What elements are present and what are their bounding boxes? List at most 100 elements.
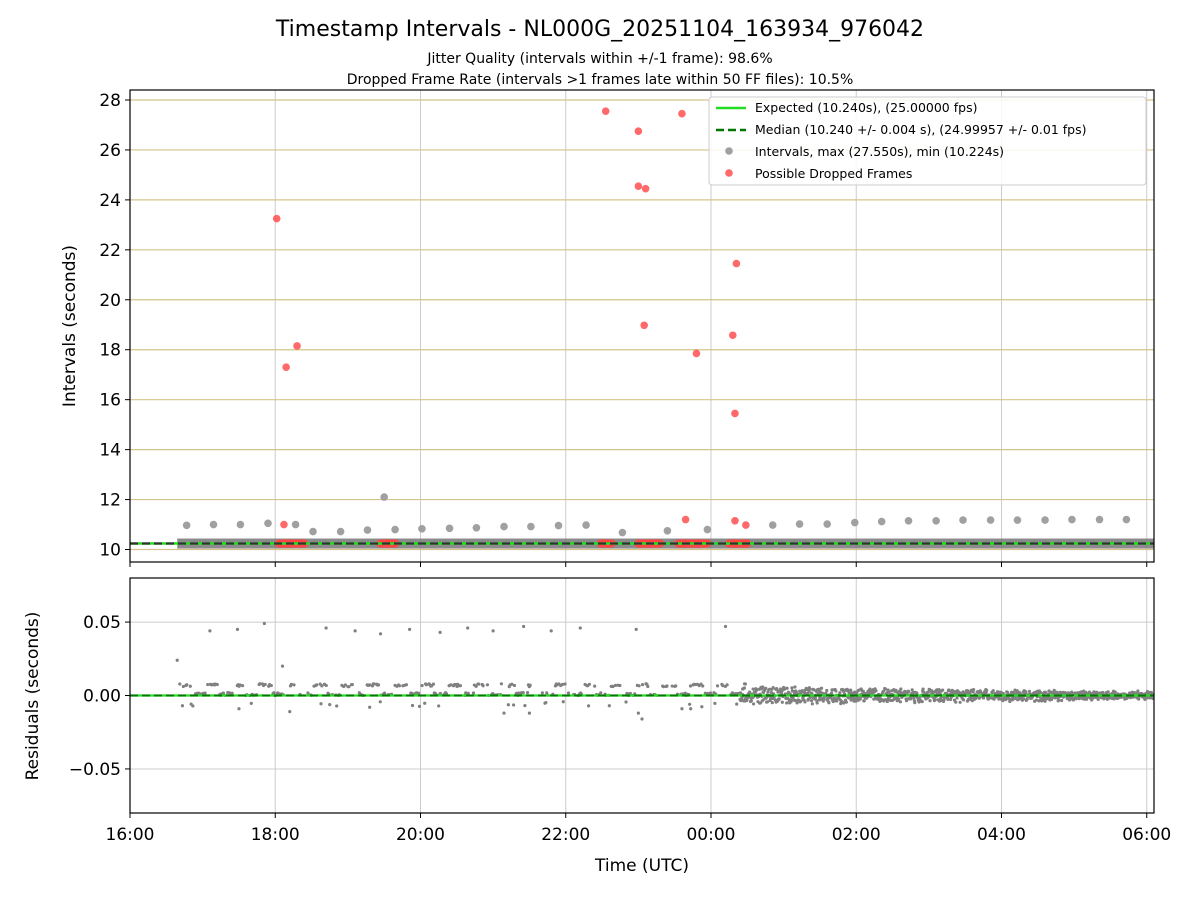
dropped-frame-point (678, 109, 686, 118)
dropped-frame-point (731, 409, 739, 418)
residual-point (738, 691, 743, 695)
dropped-frame-points (272, 107, 750, 529)
dropped-frame-point (601, 107, 610, 116)
residual-point (674, 684, 678, 688)
residual-point (181, 684, 185, 689)
residual-point (372, 682, 376, 686)
residual-point (907, 690, 911, 694)
dropped-frame-point (728, 331, 737, 340)
residual-point (813, 696, 818, 700)
residual-point (661, 685, 666, 689)
residual-point (343, 683, 348, 687)
residual-point (782, 687, 787, 691)
interval-point (850, 518, 859, 527)
residual-point (819, 686, 824, 690)
residual-outlier-point (235, 627, 240, 632)
residual-point (883, 698, 887, 702)
legend-intervals-label: Intervals, max (27.550s), min (10.224s) (755, 144, 1004, 159)
top-x-ticks (129, 562, 1148, 567)
residual-point (715, 684, 720, 688)
xtick-label-4: 00:00 (686, 825, 735, 845)
residual-point (512, 683, 517, 688)
residual-point (1004, 696, 1008, 700)
residual-point (221, 691, 225, 695)
residual-point (899, 687, 903, 691)
residual-point (920, 700, 924, 704)
residual-point (743, 682, 748, 686)
residual-point (700, 705, 704, 709)
residual-point (1005, 690, 1010, 695)
residual-point (347, 685, 351, 689)
residual-point (910, 688, 914, 692)
residual-point (790, 686, 794, 690)
residual-point (506, 703, 510, 707)
residual-point (458, 684, 463, 688)
residual-point (842, 701, 846, 705)
residual-point (815, 701, 819, 705)
residual-outlier-point (175, 658, 179, 662)
residual-point (292, 683, 296, 687)
residual-point (563, 682, 567, 686)
interval-point (904, 516, 913, 525)
residual-point (410, 703, 415, 708)
residual-point (197, 691, 201, 695)
residual-point (799, 699, 803, 703)
dropped-frame-point (634, 182, 643, 190)
residual-point (793, 685, 797, 689)
residual-point (785, 701, 789, 705)
residual-point (818, 689, 822, 694)
residual-point (611, 684, 615, 689)
residual-point (955, 696, 959, 700)
residual-point (688, 684, 693, 688)
top-ytick-label-8: 26 (99, 141, 121, 161)
interval-point (309, 527, 317, 536)
residual-point (928, 699, 932, 703)
residual-point (1136, 689, 1140, 693)
residual-point (809, 699, 814, 703)
residual-point (745, 698, 749, 702)
residual-outlier-point (607, 704, 611, 708)
residual-point (423, 701, 427, 705)
legend: Expected (10.240s), (25.00000 fps) Media… (708, 96, 1147, 186)
legend-dropped-swatch (725, 169, 733, 177)
residual-outlier-point (502, 711, 506, 715)
residual-point (829, 691, 834, 695)
residual-point (350, 682, 354, 687)
residual-points (175, 621, 1154, 721)
residual-point (1101, 691, 1105, 695)
residual-point (810, 702, 814, 706)
interval-points (182, 493, 1131, 537)
residual-point (721, 683, 725, 688)
residual-point (178, 682, 182, 686)
interval-point (986, 516, 995, 524)
interval-point (527, 522, 535, 531)
residual-outlier-point (208, 629, 212, 633)
top-ytick-label-5: 20 (99, 291, 121, 311)
residual-point (315, 683, 319, 687)
residual-outlier-point (408, 627, 412, 632)
top-y-ticks: 10 12 14 16 18 20 22 24 26 28 (99, 91, 130, 561)
interval-point (768, 521, 777, 529)
residual-point (397, 684, 402, 688)
residual-point (378, 700, 382, 704)
residual-point (968, 691, 972, 695)
residual-point (417, 691, 421, 695)
legend-intervals-swatch (725, 147, 733, 155)
interval-point (1013, 516, 1022, 524)
chart-title: Timestamp Intervals - NL000G_20251104_16… (275, 17, 924, 42)
top-ytick-label-7: 24 (99, 191, 121, 211)
residual-point (764, 686, 768, 690)
chart-subtitle-jitter: Jitter Quality (intervals within +/-1 fr… (426, 51, 772, 67)
bottom-ylabel: Residuals (seconds) (23, 612, 43, 781)
residual-point (933, 697, 937, 701)
top-ytick-label-9: 28 (99, 91, 121, 111)
interval-point (500, 522, 508, 531)
residual-point (958, 700, 962, 704)
xtick-label-7: 06:00 (1122, 825, 1171, 845)
bottom-ytick-label-1: 0.00 (83, 687, 121, 707)
residual-point (587, 682, 592, 686)
residual-point (913, 701, 917, 705)
residual-point (735, 702, 739, 706)
residual-point (1127, 691, 1132, 695)
residual-point (770, 701, 774, 705)
